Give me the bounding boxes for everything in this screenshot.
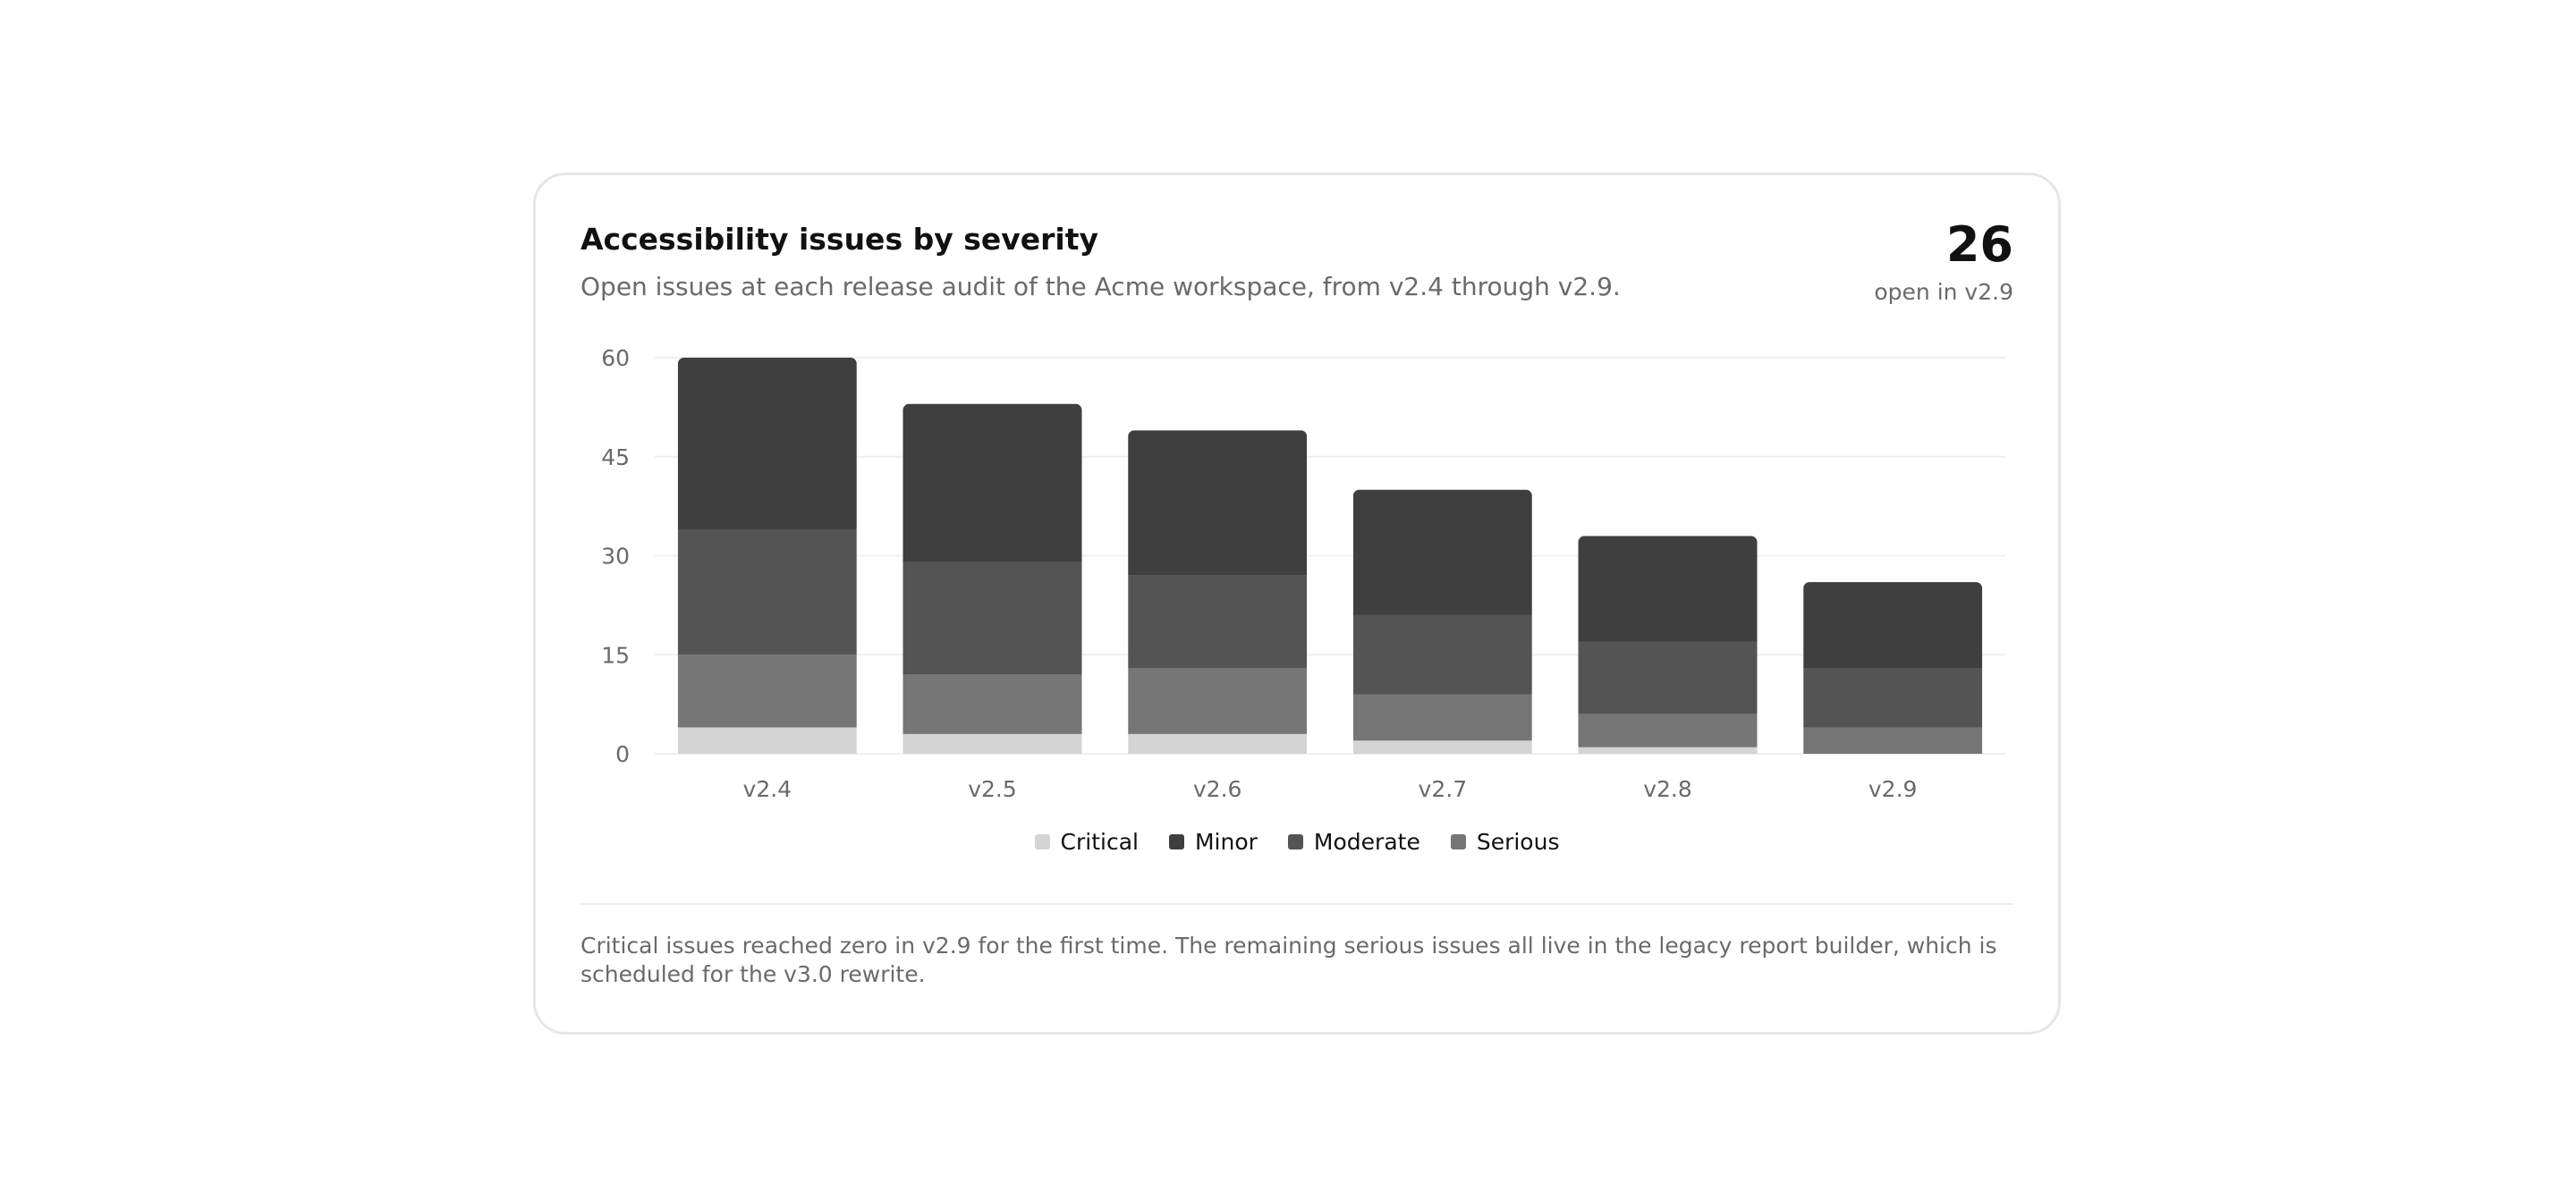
x-tick-label: v2.9 — [1868, 776, 1918, 802]
y-tick-label: 15 — [601, 642, 630, 668]
chart-footnote: Critical issues reached zero in v2.9 for… — [580, 933, 1997, 987]
bar-segment-minor — [1578, 536, 1758, 642]
bar-segment-serious — [902, 674, 1082, 734]
legend-swatch — [1168, 834, 1184, 849]
legend-label: Serious — [1476, 829, 1560, 855]
x-tick-label: v2.5 — [968, 776, 1017, 802]
y-tick-label: 45 — [601, 444, 630, 470]
chart-subtitle: Open issues at each release audit of the… — [580, 272, 1621, 301]
legend-item-critical: Critical — [1034, 829, 1139, 855]
bar-segment-moderate — [1803, 668, 1983, 728]
bar-segment-serious — [1352, 694, 1532, 741]
x-tick-label: v2.4 — [743, 776, 792, 802]
legend-item-serious: Serious — [1450, 829, 1560, 855]
legend-label: Minor — [1194, 829, 1258, 855]
bar-stack-v2.8 — [1578, 536, 1758, 754]
legend-item-moderate: Moderate — [1287, 829, 1420, 855]
legend-swatch — [1034, 834, 1050, 849]
bar-segment-serious — [1803, 727, 1983, 754]
bar-segment-serious — [677, 655, 857, 728]
bar-segment-minor — [1803, 582, 1983, 669]
chart-card: Accessibility issues by severity Open is… — [533, 173, 2061, 1035]
stacked-bar-chart: 0 15 30 45 60 v2.4 v2.5 v2.6 v2.7 v2.8 v2.9 — [601, 345, 2005, 802]
divider — [580, 903, 2013, 905]
bar-segment-moderate — [677, 528, 857, 655]
chart-legend: Critical Minor Moderate Serious — [536, 829, 2058, 855]
y-tick-label: 30 — [601, 544, 630, 570]
legend-label: Critical — [1060, 829, 1139, 855]
bar-stack-v2.9 — [1803, 582, 1983, 754]
y-tick-label: 60 — [601, 345, 630, 371]
bar-segment-moderate — [1578, 641, 1758, 714]
legend-item-minor: Minor — [1168, 829, 1258, 855]
legend-swatch — [1287, 834, 1303, 849]
bar-stack-v2.5 — [902, 403, 1082, 754]
bar-stack-v2.7 — [1352, 489, 1532, 754]
bar-stack-v2.6 — [1128, 430, 1308, 754]
y-tick-label: 0 — [615, 741, 630, 767]
x-tick-label: v2.8 — [1643, 776, 1692, 802]
legend-swatch — [1450, 834, 1466, 849]
bar-stack-v2.4 — [677, 358, 857, 754]
bar-segment-moderate — [1352, 614, 1532, 695]
bar-segment-serious — [1578, 714, 1758, 748]
chart-title: Accessibility issues by severity — [580, 222, 1098, 257]
bar-segment-serious — [1128, 668, 1308, 734]
bar-segment-moderate — [902, 562, 1082, 675]
bar-segment-critical — [902, 733, 1082, 754]
bar-segment-minor — [1128, 430, 1308, 576]
x-tick-label: v2.7 — [1419, 776, 1468, 802]
kpi-value: 26 — [1945, 216, 2013, 273]
bar-segment-critical — [1578, 747, 1758, 754]
bar-segment-critical — [677, 727, 857, 754]
legend-label: Moderate — [1313, 829, 1420, 855]
bar-segment-critical — [1352, 740, 1532, 754]
x-tick-label: v2.6 — [1193, 776, 1242, 802]
kpi-label: open in v2.9 — [1874, 279, 2013, 305]
bar-segment-critical — [1128, 733, 1308, 754]
bar-segment-minor — [677, 358, 857, 529]
bar-segment-minor — [1352, 489, 1532, 615]
bar-segment-moderate — [1128, 575, 1308, 669]
bar-segment-minor — [902, 403, 1082, 562]
